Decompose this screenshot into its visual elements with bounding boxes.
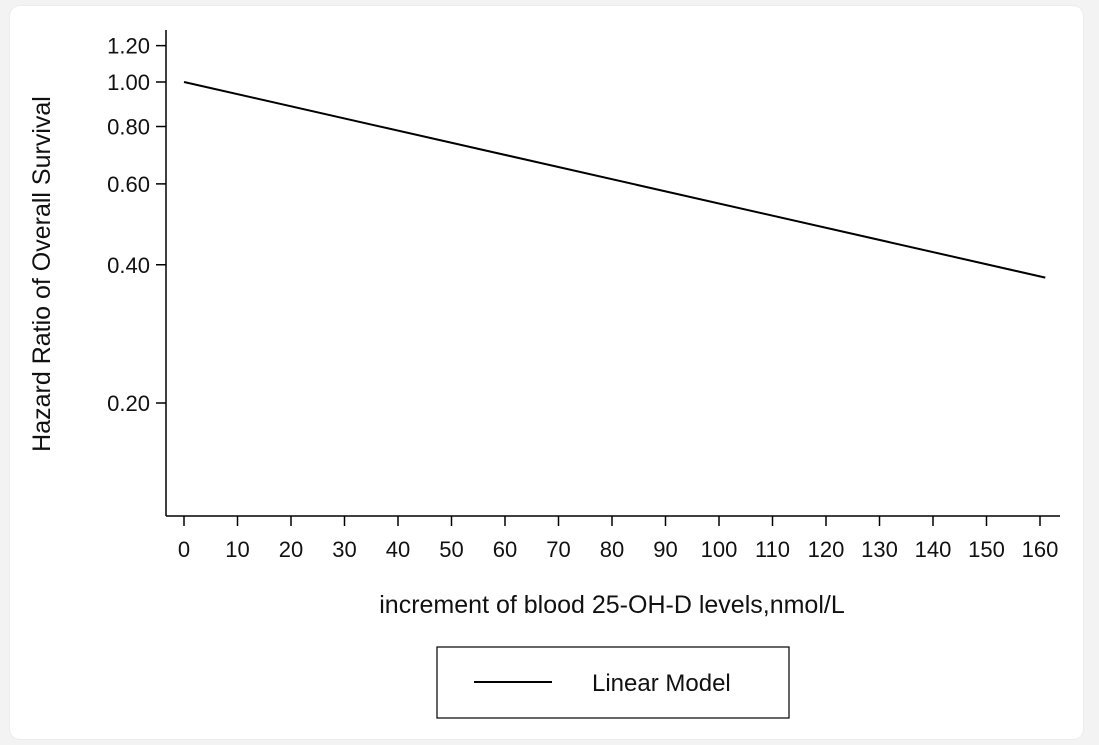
x-tick-label: 20 — [279, 537, 303, 562]
x-tick-label: 90 — [653, 537, 677, 562]
x-tick-label: 10 — [225, 537, 249, 562]
y-tick-label: 1.20 — [107, 34, 150, 59]
x-tick-label: 60 — [493, 537, 517, 562]
y-axis-ticks: 0.20 0.40 0.60 0.80 1.00 1.20 — [107, 34, 166, 416]
y-axis-label: Hazard Ratio of Overall Survival — [28, 96, 56, 452]
x-tick-label: 40 — [386, 537, 410, 562]
series-group — [183, 81, 1046, 279]
x-tick-label: 110 — [755, 537, 790, 562]
x-tick-label: 30 — [332, 537, 356, 562]
x-tick-label: 50 — [439, 537, 463, 562]
x-tick-label: 130 — [861, 537, 898, 562]
x-tick-label: 100 — [701, 537, 738, 562]
x-tick-label: 120 — [808, 537, 845, 562]
y-tick-label: 0.20 — [107, 391, 150, 416]
x-axis-ticks: 0 10 20 30 40 50 60 70 80 90 100 110 120 130 140 150 160 — [178, 516, 1058, 562]
chart-panel — [10, 6, 1083, 739]
x-tick-label: 0 — [178, 537, 190, 562]
legend: Linear Model — [436, 646, 790, 719]
y-tick-label: 0.60 — [107, 172, 150, 197]
y-tick-label: 1.00 — [107, 70, 150, 95]
x-tick-label: 150 — [968, 537, 1005, 562]
x-tick-label: 80 — [600, 537, 624, 562]
series-line — [183, 81, 1046, 279]
x-tick-label: 70 — [546, 537, 570, 562]
x-tick-label: 160 — [1022, 537, 1059, 562]
x-tick-label: 140 — [915, 537, 952, 562]
y-tick-label: 0.40 — [107, 253, 150, 278]
y-tick-label: 0.80 — [107, 115, 150, 140]
x-axis-label: increment of blood 25-OH-D levels,nmol/L — [379, 591, 845, 619]
legend-label: Linear Model — [592, 670, 731, 697]
